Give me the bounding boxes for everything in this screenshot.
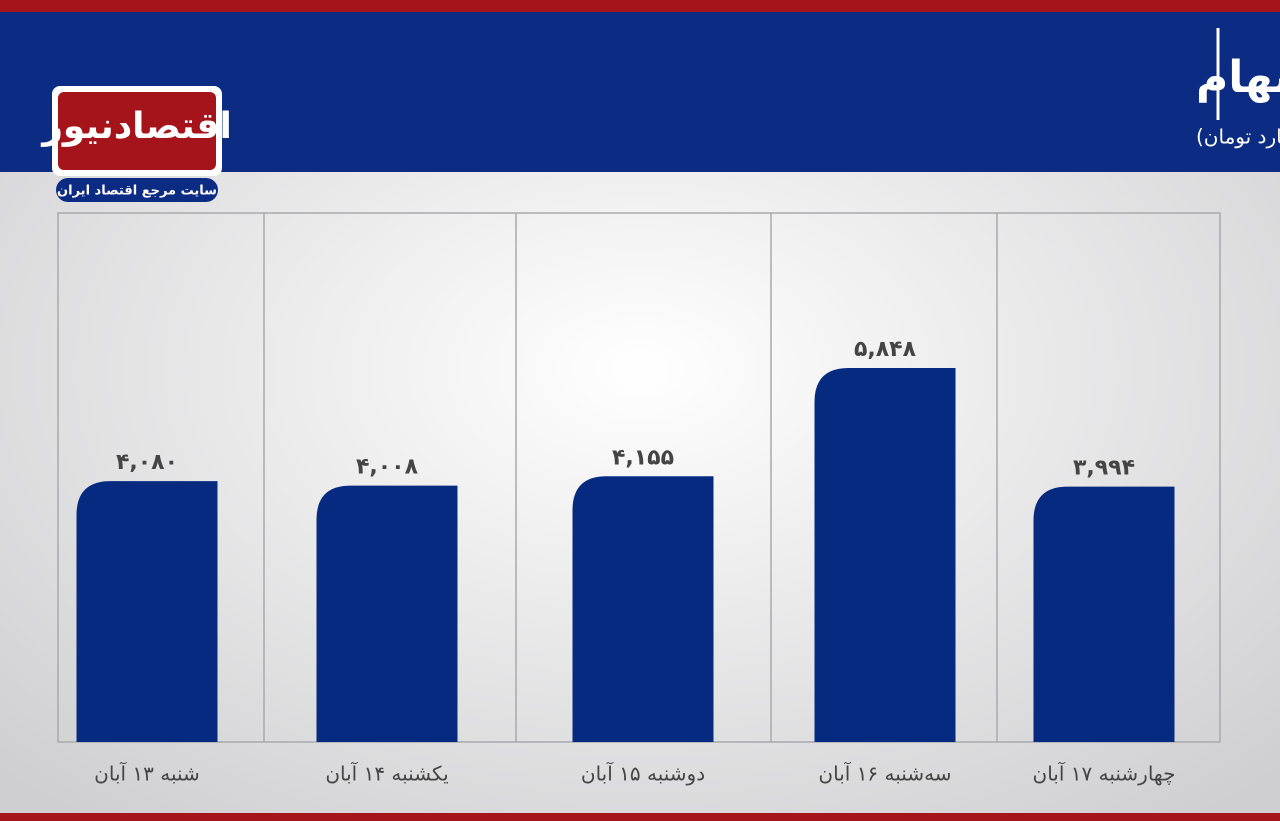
logo-box (58, 92, 216, 170)
value-label: ۴,۰۸۰ (116, 450, 178, 475)
bar (76, 481, 218, 742)
bar (572, 476, 714, 742)
x-tick-label: یکشنبه ۱۴ آبان (325, 761, 448, 786)
value-label: ۴,۰۰۸ (356, 455, 419, 480)
logo-name: اقتصادنیوز (40, 106, 232, 147)
bottom-stripe (0, 813, 1280, 821)
bar (814, 368, 956, 742)
x-tick-label: دوشنبه ۱۵ آبان (581, 761, 705, 786)
x-tick-label: سه‌شنبه ۱۶ آبان (818, 761, 951, 786)
bar (316, 485, 458, 742)
top-stripe (0, 0, 1280, 12)
logo-tagline-box (56, 178, 218, 202)
x-tick-label: شنبه ۱۳ آبان (94, 761, 200, 786)
chart-subtitle: (واحد:میلیارد تومان) (1196, 125, 1280, 149)
logo-tagline: سایت مرجع اقتصاد ایران (57, 184, 217, 199)
value-label: ۵,۸۴۸ (854, 337, 917, 362)
bar (1033, 486, 1175, 742)
plot-area: ۴,۰۸۰ شنبه ۱۳ آبان ۴,۰۰۸ یکشنبه ۱۴ آبان ۴,۱۵… (57, 212, 1221, 786)
value-label: ۳,۹۹۴ (1073, 456, 1135, 481)
value-label: ۴,۱۵۵ (612, 445, 674, 470)
chart-title: ارزش معاملات خرد سهام (1196, 52, 1280, 103)
x-tick-label: چهارشنبه ۱۷ آبان (1033, 761, 1176, 786)
